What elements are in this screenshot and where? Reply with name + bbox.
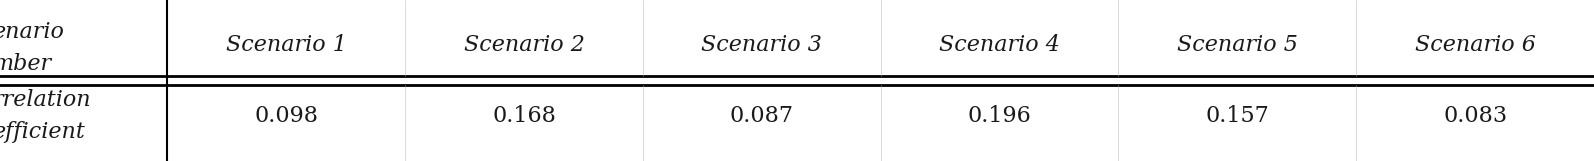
Text: 0.157: 0.157 xyxy=(1205,105,1269,127)
Text: Scenario 3: Scenario 3 xyxy=(701,34,823,56)
Text: Scenario 2: Scenario 2 xyxy=(464,34,585,56)
Text: Scenario 1: Scenario 1 xyxy=(226,34,346,56)
Text: 0.168: 0.168 xyxy=(493,105,556,127)
Text: Scenario 5: Scenario 5 xyxy=(1176,34,1298,56)
Text: Scenario 4: Scenario 4 xyxy=(939,34,1060,56)
Text: 0.196: 0.196 xyxy=(968,105,1031,127)
Text: rrelation: rrelation xyxy=(0,89,91,111)
Text: efficient: efficient xyxy=(0,121,84,143)
Text: 0.083: 0.083 xyxy=(1443,105,1508,127)
Text: Scenario 6: Scenario 6 xyxy=(1415,34,1535,56)
Text: mber: mber xyxy=(0,53,51,75)
Text: 0.098: 0.098 xyxy=(255,105,319,127)
Text: enario: enario xyxy=(0,21,64,43)
Text: 0.087: 0.087 xyxy=(730,105,794,127)
